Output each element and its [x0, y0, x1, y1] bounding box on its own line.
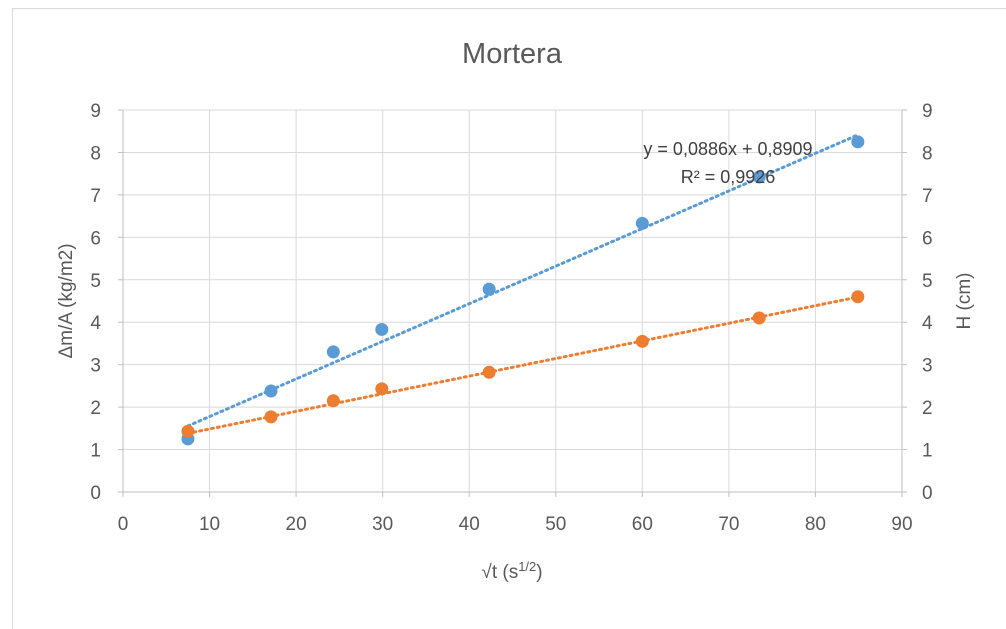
trendline-r-squared: R² = 0,9926: [681, 167, 776, 187]
point-series-1: [635, 216, 649, 230]
y-tick-label: 3: [90, 356, 101, 377]
x-tick-label: 90: [891, 514, 912, 535]
point-series-2: [264, 410, 278, 424]
x-tick-label: 20: [286, 514, 307, 535]
point-series-1: [482, 282, 496, 296]
y2-tick-labels: 0 1 2 3 4 5 6 7 8 9: [922, 101, 933, 504]
x-tick-label: 10: [199, 514, 220, 535]
y2-tick-label: 7: [922, 186, 933, 207]
point-series-1: [375, 322, 389, 336]
point-series-1: [752, 170, 766, 184]
y2-tick-label: 5: [922, 271, 933, 292]
y2-tick-label: 4: [922, 313, 933, 334]
y-tick-labels: 0 1 2 3 4 5 6 7 8 9: [90, 101, 101, 504]
x-tick-label: 60: [632, 514, 653, 535]
y2-tick-label: 1: [922, 441, 933, 462]
point-series-2: [851, 290, 865, 304]
trendline-series-1: [186, 133, 860, 428]
trendline-series-2: [186, 295, 860, 435]
point-series-2: [326, 394, 340, 408]
y-axis-title: Δm/A (kg/m2): [56, 243, 77, 358]
y2-tick-label: 3: [922, 356, 933, 377]
point-series-2: [752, 311, 766, 325]
x-axis-title-superscript: 1/2: [518, 559, 536, 574]
y-tick-label: 2: [90, 398, 101, 419]
chart-title: Mortera: [462, 38, 563, 70]
y-tick-label: 4: [90, 313, 101, 334]
y2-tick-label: 8: [922, 143, 933, 164]
chart-frame: [12, 8, 1006, 629]
y2-tick-label: 9: [922, 101, 933, 122]
point-series-1: [264, 384, 278, 398]
x-tick-label: 70: [718, 514, 739, 535]
y2-tick-label: 6: [922, 228, 933, 249]
y-tick-label: 6: [90, 228, 101, 249]
point-series-2: [635, 334, 649, 348]
trendline-equation: y = 0,0886x + 0,8909: [643, 139, 812, 159]
point-series-2: [482, 365, 496, 379]
axes: [118, 109, 907, 497]
x-axis-title-end: ): [536, 562, 542, 583]
y-tick-label: 9: [90, 101, 101, 122]
point-series-1: [851, 135, 865, 149]
y-tick-label: 8: [90, 143, 101, 164]
x-tick-label: 0: [118, 514, 129, 535]
x-tick-labels: 0 10 20 30 40 50 60 70 80 90: [118, 514, 913, 535]
y2-tick-label: 0: [922, 483, 933, 504]
x-tick-label: 30: [372, 514, 393, 535]
point-series-1: [326, 345, 340, 359]
x-tick-label: 80: [805, 514, 826, 535]
trendlines: [186, 133, 860, 435]
x-axis-title-main: √t (s: [481, 562, 518, 583]
point-series-2: [181, 424, 195, 438]
data-points: [181, 135, 865, 446]
y-tick-label: 7: [90, 186, 101, 207]
x-axis-title: √t (s1/2): [481, 559, 542, 583]
y2-tick-label: 2: [922, 398, 933, 419]
y2-axis-title: H (cm): [954, 273, 975, 330]
y-tick-label: 1: [90, 441, 101, 462]
y-tick-label: 5: [90, 271, 101, 292]
point-series-2: [375, 382, 389, 396]
y-tick-label: 0: [90, 483, 101, 504]
x-tick-label: 50: [545, 514, 566, 535]
x-tick-label: 40: [459, 514, 480, 535]
